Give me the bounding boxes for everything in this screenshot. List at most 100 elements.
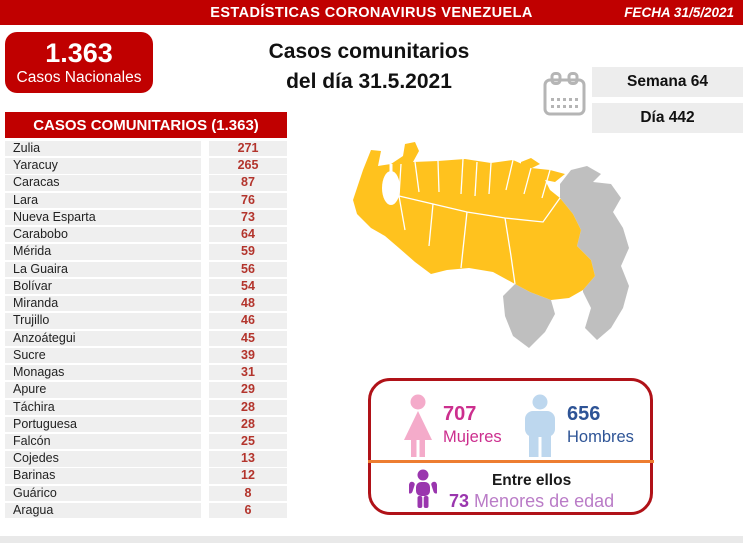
table-row: Apure 29 <box>5 382 287 398</box>
table-row: La Guaira 56 <box>5 261 287 277</box>
state-name: Barinas <box>5 468 201 484</box>
table-row: Falcón 25 <box>5 433 287 450</box>
venezuela-map <box>343 138 643 368</box>
state-name: Anzoátegui <box>5 330 201 346</box>
child-icon <box>407 469 439 514</box>
table-row: Mérida 59 <box>5 244 287 260</box>
table-row: Aragua 6 <box>5 502 287 519</box>
state-name: Cojedes <box>5 451 201 467</box>
state-cases: 46 <box>209 313 287 329</box>
map-lake <box>382 171 400 205</box>
women-label: Mujeres <box>443 428 502 446</box>
state-cases: 25 <box>209 433 287 450</box>
page-title-line1: Casos comunitarios <box>268 40 470 63</box>
state-name: Táchira <box>5 399 201 415</box>
state-name: Caracas <box>5 175 201 191</box>
national-cases-value: 1.363 <box>45 37 113 68</box>
table-row: Nueva Esparta 73 <box>5 209 287 226</box>
map-region-gray-east <box>560 166 629 340</box>
table-row: Miranda 48 <box>5 296 287 312</box>
state-name: Nueva Esparta <box>5 209 201 226</box>
state-name: Apure <box>5 382 201 398</box>
minors-line: 73 Menores de edad <box>449 490 614 512</box>
banner-title: ESTADÍSTICAS CORONAVIRUS VENEZUELA <box>210 4 533 21</box>
page-title-line2: del día 31.5.2021 <box>286 70 452 93</box>
table-row: Sucre 39 <box>5 347 287 364</box>
man-icon <box>519 394 561 463</box>
table-row: Portuguesa 28 <box>5 416 287 433</box>
banner-date: FECHA 31/5/2021 <box>624 5 734 20</box>
state-name: Miranda <box>5 296 201 312</box>
table-row: Barinas 12 <box>5 468 287 484</box>
state-cases: 13 <box>209 451 287 467</box>
state-cases: 29 <box>209 382 287 398</box>
state-cases: 31 <box>209 365 287 381</box>
state-cases: 6 <box>209 502 287 519</box>
woman-icon <box>397 394 439 463</box>
community-table-header: CASOS COMUNITARIOS (1.363) <box>5 112 287 138</box>
calendar-icon <box>541 71 588 126</box>
table-row: Monagas 31 <box>5 365 287 381</box>
state-cases: 76 <box>209 192 287 208</box>
table-row: Lara 76 <box>5 192 287 208</box>
state-name: Trujillo <box>5 313 201 329</box>
state-name: Lara <box>5 192 201 208</box>
table-row: Yaracuy 265 <box>5 158 287 174</box>
table-row: Táchira 28 <box>5 399 287 415</box>
minors-intro: Entre ellos <box>491 472 572 489</box>
table-row: Cojedes 13 <box>5 451 287 467</box>
minors-label: Menores de edad <box>474 491 615 511</box>
state-name: Carabobo <box>5 227 201 243</box>
minors-stat: Entre ellos 73 Menores de edad <box>407 469 614 514</box>
state-cases: 28 <box>209 416 287 433</box>
national-cases-label: Casos Nacionales <box>16 68 142 86</box>
state-name: Bolívar <box>5 278 201 295</box>
state-name: Aragua <box>5 502 201 519</box>
state-name: Mérida <box>5 244 201 260</box>
map-region-gray-south <box>503 284 555 348</box>
demographics-box: 707 Mujeres 656 Hombres <box>367 378 654 515</box>
state-name: La Guaira <box>5 261 201 277</box>
map-island <box>521 158 540 169</box>
men-value: 656 <box>567 403 601 425</box>
state-cases: 12 <box>209 468 287 484</box>
state-cases: 39 <box>209 347 287 364</box>
state-name: Falcón <box>5 433 201 450</box>
state-cases: 87 <box>209 175 287 191</box>
women-value: 707 <box>443 403 477 425</box>
community-table: Zulia 271 Yaracuy 265 Caracas 87 Lara 76 Nue… <box>5 141 287 520</box>
state-cases: 54 <box>209 278 287 295</box>
table-row: Bolívar 54 <box>5 278 287 295</box>
state-name: Yaracuy <box>5 158 201 174</box>
state-cases: 45 <box>209 330 287 346</box>
state-name: Guárico <box>5 485 201 501</box>
table-row: Zulia 271 <box>5 141 287 157</box>
state-cases: 64 <box>209 227 287 243</box>
minors-value: 73 <box>449 491 470 511</box>
state-cases: 59 <box>209 244 287 260</box>
state-cases: 48 <box>209 296 287 312</box>
week-box: Semana 64 <box>592 67 743 97</box>
men-stat: 656 Hombres <box>567 402 634 448</box>
map-region-yellow <box>353 142 595 300</box>
top-banner: ESTADÍSTICAS CORONAVIRUS VENEZUELA FECHA… <box>0 0 743 25</box>
state-name: Sucre <box>5 347 201 364</box>
table-row: Carabobo 64 <box>5 227 287 243</box>
state-cases: 271 <box>209 141 287 157</box>
state-name: Monagas <box>5 365 201 381</box>
state-name: Zulia <box>5 141 201 157</box>
table-row: Trujillo 46 <box>5 313 287 329</box>
state-cases: 265 <box>209 158 287 174</box>
map-state-borders <box>398 158 561 285</box>
state-cases: 56 <box>209 261 287 277</box>
men-label: Hombres <box>567 428 634 446</box>
national-cases-badge: 1.363 Casos Nacionales <box>5 32 153 93</box>
table-row: Anzoátegui 45 <box>5 330 287 346</box>
bottom-strip <box>0 536 743 543</box>
orange-divider <box>367 460 654 463</box>
state-cases: 8 <box>209 485 287 501</box>
state-name: Portuguesa <box>5 416 201 433</box>
day-box: Día 442 <box>592 103 743 133</box>
women-stat: 707 Mujeres <box>443 402 502 448</box>
minors-text: Entre ellos 73 Menores de edad <box>449 471 614 512</box>
